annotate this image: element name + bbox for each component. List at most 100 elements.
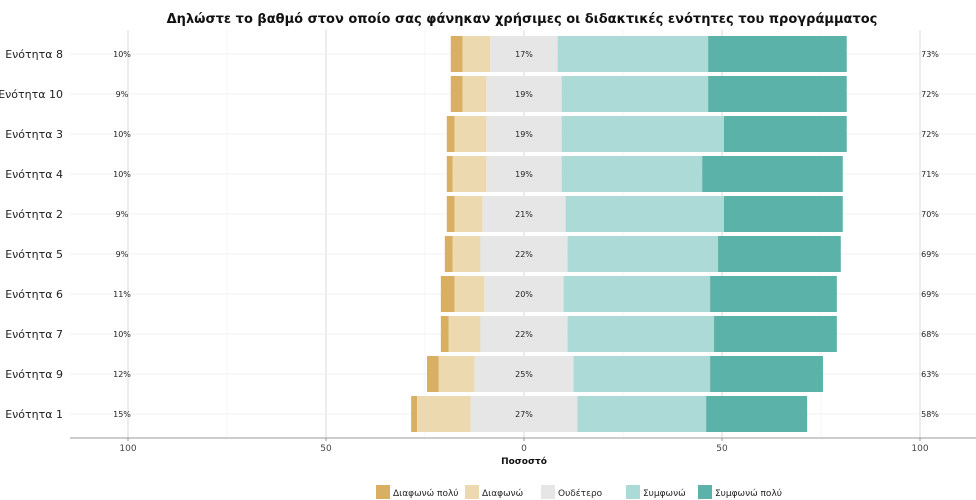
bar-segment: [440, 276, 455, 312]
center-percent-label: 19%: [515, 170, 533, 179]
right-percent-label: 69%: [921, 250, 939, 259]
legend-swatch: [541, 485, 555, 499]
center-percent-label: 20%: [515, 290, 533, 299]
x-tick-label: 50: [320, 444, 332, 454]
right-percent-label: 63%: [921, 370, 939, 379]
bar-segment: [714, 316, 837, 352]
legend-item: Διαφωνώ πολύ: [376, 485, 459, 499]
legend-item: Συμφωνώ πολύ: [698, 485, 782, 499]
left-percent-label: 10%: [113, 170, 131, 179]
center-percent-label: 21%: [515, 210, 533, 219]
legend: Διαφωνώ πολύ Διαφωνώ Ουδέτερο Συμφωνώ Συμφων…: [376, 485, 782, 499]
legend-label: Ουδέτερο: [558, 488, 603, 499]
y-tick-label: Ενότητα 9: [5, 368, 63, 381]
bar-segment: [486, 116, 562, 152]
x-tick-label: 100: [119, 444, 136, 454]
bar-segment: [718, 236, 841, 272]
left-percent-label: 9%: [116, 90, 129, 99]
center-percent-label: 27%: [515, 410, 533, 419]
bar-segment: [577, 396, 707, 432]
bar-segment: [411, 396, 418, 432]
right-percent-label: 70%: [921, 210, 939, 219]
center-percent-label: 19%: [515, 130, 533, 139]
y-tick-label: Ενότητα 5: [5, 248, 63, 261]
left-percent-label: 15%: [113, 410, 131, 419]
center-percent-label: 17%: [515, 50, 533, 59]
right-percent-label: 58%: [921, 410, 939, 419]
bar-segment: [417, 396, 471, 432]
bar-segment: [708, 76, 847, 112]
bar-segment: [486, 156, 562, 192]
bar-segment: [426, 356, 439, 392]
left-percent-label: 9%: [116, 210, 129, 219]
legend-swatch: [465, 485, 479, 499]
bar-segment: [561, 116, 724, 152]
y-tick-label: Ενότητα 1: [5, 408, 63, 421]
x-axis: 100 50 0 50 100: [70, 437, 976, 454]
bar-segment: [446, 196, 455, 232]
legend-item: Συμφωνώ: [626, 485, 686, 499]
bar-segment: [454, 116, 487, 152]
bar-segment: [462, 36, 491, 72]
bar-segment: [452, 156, 487, 192]
y-tick-label: Ενότητα 10: [0, 88, 63, 101]
bar-segment: [450, 36, 463, 72]
y-tick-label: Ενότητα 6: [5, 288, 63, 301]
right-percent-label: 73%: [921, 50, 939, 59]
x-tick-label: 0: [521, 444, 527, 454]
left-percent-label: 9%: [116, 250, 129, 259]
bars-layer: [411, 36, 847, 432]
bar-segment: [723, 196, 843, 232]
right-percent-label: 72%: [921, 90, 939, 99]
right-percent-label: 68%: [921, 330, 939, 339]
bar-segment: [448, 316, 481, 352]
legend-label: Διαφωνώ: [482, 488, 523, 499]
labels-layer: Ενότητα 8 10% 17% 73% Ενότητα 10 9% 19% 72% Ενότ…: [0, 48, 939, 421]
bar-segment: [470, 396, 578, 432]
y-tick-label: Ενότητα 4: [5, 168, 63, 181]
left-percent-label: 10%: [113, 330, 131, 339]
right-percent-label: 69%: [921, 290, 939, 299]
bar-segment: [454, 276, 485, 312]
left-percent-label: 10%: [113, 130, 131, 139]
bar-segment: [452, 236, 481, 272]
bar-segment: [444, 236, 453, 272]
bar-segment: [702, 156, 843, 192]
left-percent-label: 10%: [113, 50, 131, 59]
bar-segment: [482, 196, 566, 232]
bar-segment: [484, 276, 564, 312]
legend-label: Συμφωνώ: [643, 488, 686, 499]
bar-segment: [723, 116, 847, 152]
legend-label: Διαφωνώ πολύ: [393, 488, 459, 499]
legend-item: Ουδέτερο: [541, 485, 603, 499]
bar-segment: [710, 356, 823, 392]
chart-title: Δηλώστε το βαθμό στον οποίο σας φάνηκαν …: [167, 12, 878, 27]
bar-segment: [490, 36, 558, 72]
left-percent-label: 11%: [113, 290, 131, 299]
bar-segment: [454, 196, 483, 232]
x-tick-label: 50: [716, 444, 728, 454]
bar-segment: [450, 76, 463, 112]
legend-swatch: [626, 485, 640, 499]
right-percent-label: 71%: [921, 170, 939, 179]
legend-swatch: [376, 485, 390, 499]
bar-segment: [440, 316, 449, 352]
center-percent-label: 22%: [515, 330, 533, 339]
legend-swatch: [698, 485, 712, 499]
bar-segment: [563, 276, 711, 312]
x-axis-label: Ποσοστό: [501, 456, 547, 467]
legend-label: Συμφωνώ πολύ: [715, 488, 782, 499]
bar-segment: [446, 156, 453, 192]
y-tick-label: Ενότητα 3: [5, 128, 63, 141]
bar-segment: [561, 76, 709, 112]
bar-segment: [706, 396, 808, 432]
bar-segment: [565, 196, 724, 232]
bar-segment: [480, 316, 568, 352]
right-percent-label: 72%: [921, 130, 939, 139]
bar-segment: [462, 76, 487, 112]
bar-segment: [567, 236, 719, 272]
bar-segment: [474, 356, 574, 392]
left-percent-label: 12%: [113, 370, 131, 379]
bar-segment: [480, 236, 568, 272]
